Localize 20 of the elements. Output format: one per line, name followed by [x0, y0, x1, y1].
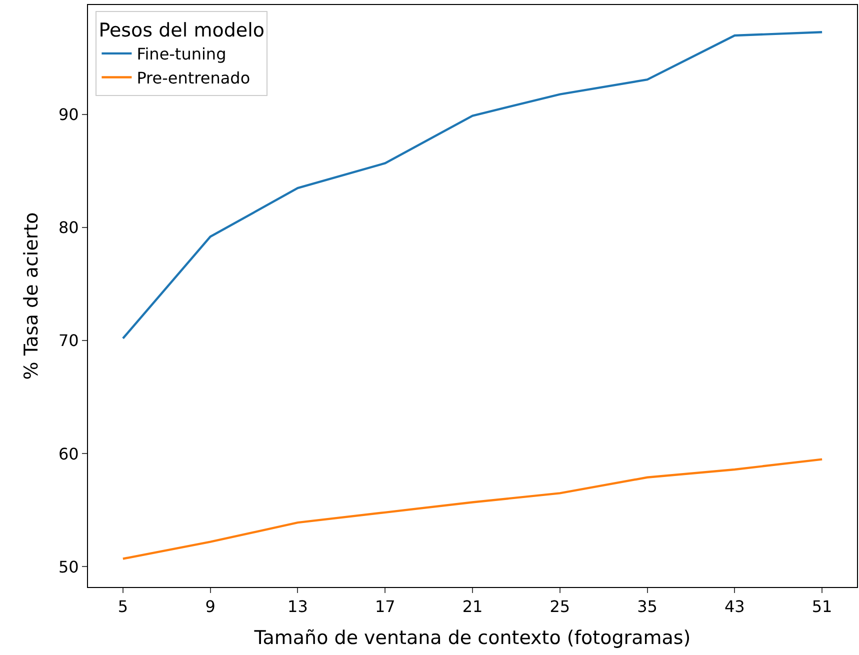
y-tick-label: 50 — [58, 557, 79, 576]
x-tick-label: 25 — [550, 597, 570, 616]
x-tick-label: 13 — [288, 597, 308, 616]
legend-label: Fine-tuning — [136, 44, 226, 64]
y-tick-label: 80 — [58, 218, 79, 238]
x-tick-label: 9 — [205, 597, 216, 616]
x-tick-label: 43 — [724, 597, 745, 616]
y-axis-title: % Tasa de acierto — [20, 212, 42, 380]
legend-title: Pesos del modelo — [98, 20, 264, 42]
y-tick-label: 60 — [58, 444, 79, 464]
legend-label: Pre-entrenado — [136, 68, 250, 88]
x-tick-label: 35 — [637, 597, 658, 616]
x-axis-title: Tamaño de ventana de contexto (fotogramas) — [253, 627, 691, 649]
y-tick-label: 70 — [58, 331, 79, 350]
x-tick-label: 5 — [118, 597, 128, 616]
x-tick-label: 17 — [374, 597, 396, 616]
x-tick-label: 51 — [812, 597, 832, 616]
y-tick-label: 90 — [58, 105, 79, 124]
line-series — [122, 458, 824, 560]
x-tick-label: 21 — [462, 597, 483, 616]
